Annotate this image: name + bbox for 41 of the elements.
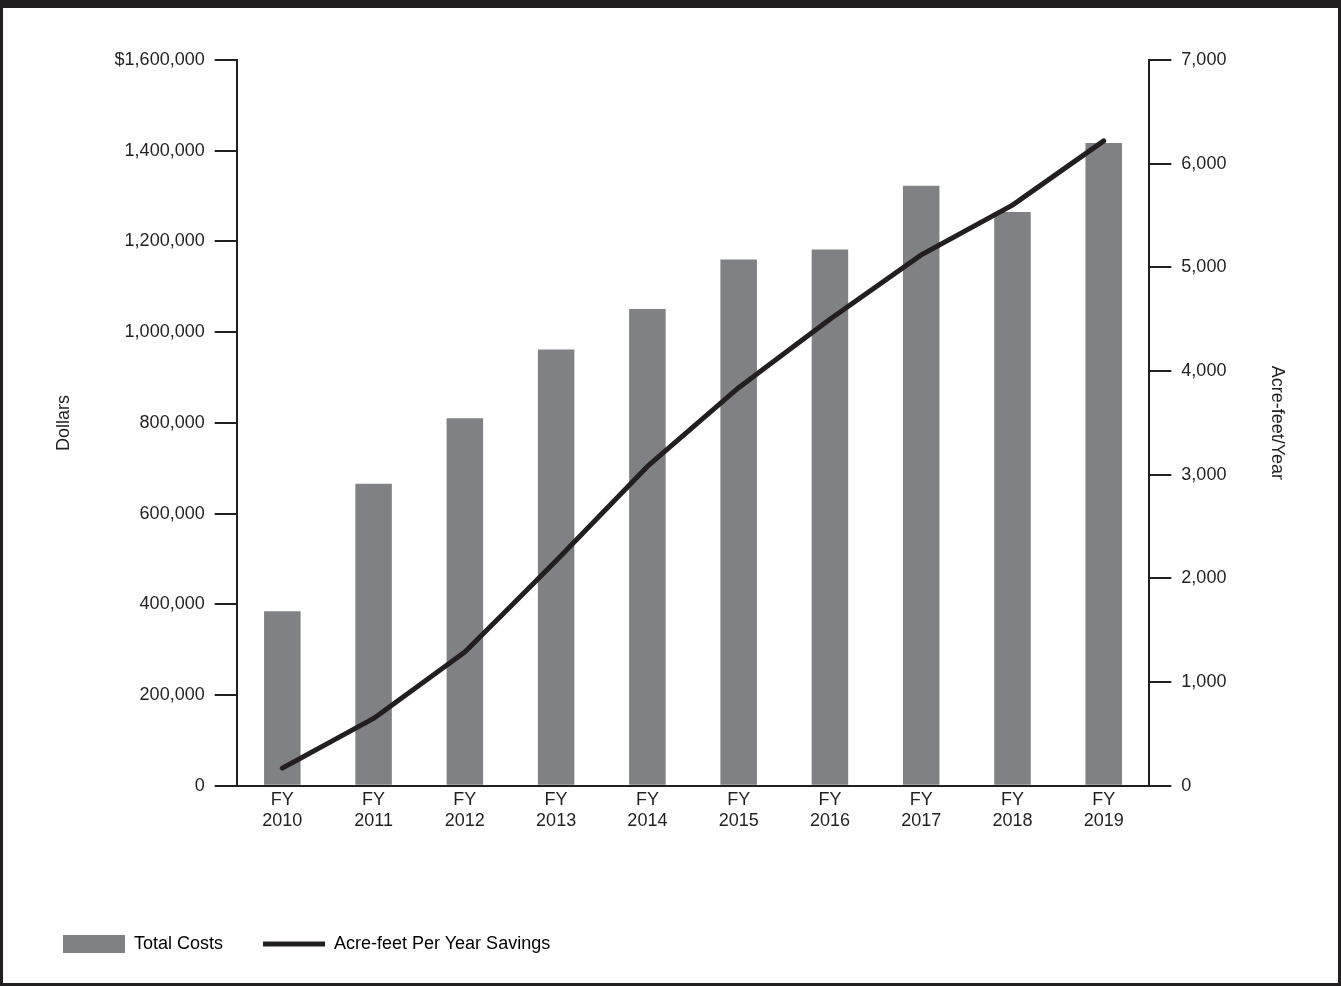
bar [994, 211, 1031, 785]
x-tick-label: FY 2012 [444, 788, 485, 831]
y-tick-label: 1,200,000 [124, 230, 205, 251]
bar [537, 349, 575, 785]
y-tick-label: 200,000 [139, 684, 205, 705]
y-tick-label: 600,000 [139, 502, 205, 523]
y-tick-label: 1,000,000 [124, 321, 205, 342]
x-tick-label: FY 2013 [536, 788, 577, 831]
y2-tick-label: 5,000 [1181, 256, 1227, 277]
y2-tick-label: 4,000 [1181, 360, 1227, 381]
y2-tick-label: 7,000 [1181, 48, 1227, 69]
x-tick-label: FY 2010 [262, 788, 303, 831]
bar [1085, 143, 1122, 785]
y2-tick-label: 0 [1181, 774, 1192, 795]
y2-tick-label: 2,000 [1181, 567, 1227, 588]
x-tick-label: FY 2017 [901, 788, 942, 831]
y-tick-label: $1,600,000 [114, 48, 205, 69]
bar [811, 249, 849, 785]
legend-label: Acre-feet Per Year Savings [334, 932, 551, 953]
x-tick-label: FY 2018 [992, 788, 1033, 831]
bar [902, 185, 940, 785]
y2-axis-title: Acre-feet/Year [1268, 365, 1289, 481]
x-tick-label: FY 2016 [809, 788, 850, 831]
x-tick-label: FY 2011 [354, 788, 393, 831]
y-tick-label: 1,400,000 [124, 139, 205, 160]
y2-tick-label: 3,000 [1181, 463, 1227, 484]
y-axis-title: Dollars [52, 394, 73, 451]
legend-label: Total Costs [134, 932, 224, 953]
y2-tick-label: 1,000 [1181, 671, 1227, 692]
x-tick-label: FY 2014 [627, 788, 668, 831]
y-tick-label: 400,000 [139, 593, 205, 614]
bar [629, 309, 666, 785]
y2-tick-label: 6,000 [1181, 152, 1227, 173]
x-tick-label: FY 2019 [1083, 788, 1124, 831]
x-tick-label: FY 2015 [718, 788, 759, 831]
bar [446, 418, 484, 785]
y-tick-label: 0 [194, 774, 205, 795]
bar [720, 259, 757, 785]
bar [355, 483, 392, 785]
bar [264, 611, 301, 785]
y-tick-label: 800,000 [139, 411, 205, 432]
